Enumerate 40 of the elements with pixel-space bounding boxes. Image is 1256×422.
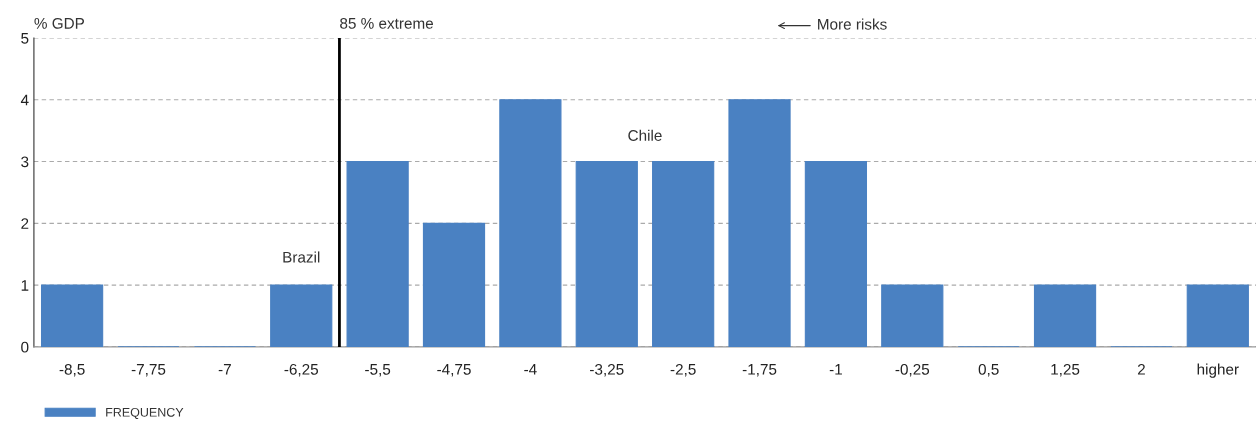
y-tick-label: 3 (21, 156, 29, 168)
bar (422, 222, 486, 347)
bar (728, 99, 791, 347)
x-tick-label: -3,25 (590, 363, 624, 377)
bar (499, 99, 562, 347)
x-tick-label: 2 (1137, 363, 1145, 375)
x-tick-label: -7 (218, 364, 231, 375)
y-tick-label: 1 (21, 280, 29, 291)
ref-line-label: 85 % extreme (340, 17, 434, 29)
annotation: Brazil (283, 251, 320, 263)
bar (881, 284, 944, 347)
text: More risks (818, 18, 887, 30)
x-tick-label: 1,25 (1051, 363, 1080, 377)
x-tick-label: -2,5 (670, 363, 696, 377)
x-tick-label: 0,5 (978, 363, 999, 377)
bar (575, 160, 638, 347)
x-tick-label: -4 (524, 364, 537, 375)
x-tick-label: -6,25 (284, 363, 319, 377)
bar (346, 160, 409, 347)
x-tick-label: -7,75 (131, 364, 166, 377)
x-tick-label: -8,5 (59, 363, 85, 377)
bar (40, 284, 104, 347)
x-tick-label: -0,25 (895, 363, 930, 377)
annotation: Chile (628, 129, 662, 141)
x-tick-label: -1 (829, 364, 842, 375)
x-tick-label: -1,75 (742, 364, 777, 377)
y-tick-label: 5 (21, 33, 29, 44)
x-tick-label: -4,75 (437, 364, 471, 377)
y-tick-label: 0 (21, 341, 29, 353)
bar (1033, 284, 1097, 347)
legend-label: FREQUENCY (106, 407, 184, 419)
x-tick-label: higher (1197, 363, 1239, 378)
bar (804, 160, 868, 347)
bar (270, 284, 333, 347)
y-axis-title: % GDP (34, 17, 85, 29)
x-tick-label: -5,5 (365, 364, 391, 377)
y-tick-label: 2 (21, 218, 29, 229)
bar (652, 160, 715, 347)
y-tick-label: 4 (20, 94, 29, 106)
bar (1186, 284, 1249, 347)
